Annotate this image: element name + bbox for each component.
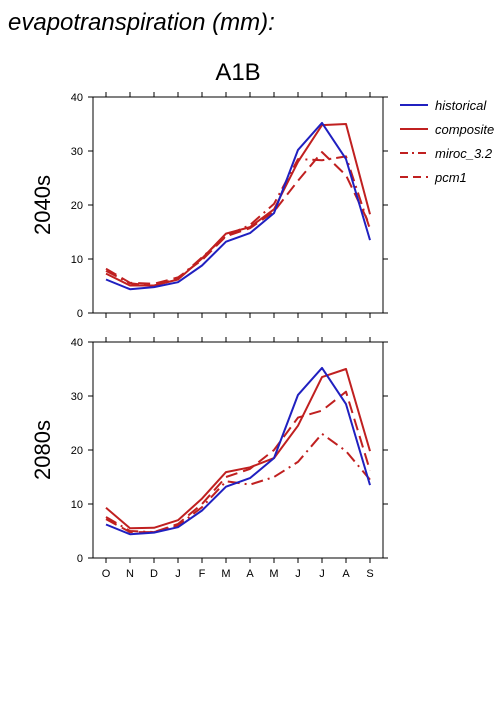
y-tick-label: 10 bbox=[71, 254, 83, 266]
x-tick-label: M bbox=[221, 568, 230, 580]
legend-label: miroc_3.2 bbox=[435, 146, 493, 161]
series-line-pcm1 bbox=[105, 390, 371, 534]
legend-item: composite bbox=[400, 122, 494, 137]
panel-label: 2080s bbox=[30, 420, 55, 480]
y-tick-label: 40 bbox=[71, 337, 83, 349]
figure-title: evapotranspiration (mm): bbox=[8, 9, 275, 36]
y-tick-label: 30 bbox=[71, 146, 83, 158]
legend: historical composite miroc_3.2 pcm1 bbox=[400, 98, 494, 185]
plot-frame bbox=[92, 341, 384, 559]
x-tick-label: M bbox=[269, 568, 278, 580]
series-line-historical bbox=[105, 366, 371, 536]
legend-item: pcm1 bbox=[400, 170, 467, 185]
x-tick-label: F bbox=[199, 568, 206, 580]
y-tick-label: 30 bbox=[71, 391, 83, 403]
x-tick-label: N bbox=[126, 568, 134, 580]
x-tick-label: S bbox=[366, 568, 373, 580]
y-tick-label: 10 bbox=[71, 499, 83, 511]
series-line-pcm1 bbox=[105, 151, 371, 285]
y-tick-label: 0 bbox=[77, 553, 83, 565]
legend-label: pcm1 bbox=[434, 170, 467, 185]
plot-frame bbox=[92, 96, 384, 314]
y-tick-label: 20 bbox=[71, 200, 83, 212]
legend-item: historical bbox=[400, 98, 487, 113]
series-line-miroc-3-2 bbox=[105, 155, 371, 287]
panel-2040s: 0 10 20 30 40 2040s bbox=[30, 92, 388, 320]
x-tick-label: A bbox=[342, 568, 350, 580]
series-line-composite bbox=[105, 123, 371, 287]
panels: 0 10 20 30 40 2040s 0 10 20 30 40 O N D J F M A M J J A S 2080s bbox=[30, 92, 388, 580]
series-line-historical bbox=[105, 121, 371, 291]
x-tick-label: A bbox=[246, 568, 254, 580]
x-tick-label: J bbox=[175, 568, 181, 580]
legend-item: miroc_3.2 bbox=[400, 146, 493, 161]
y-tick-label: 20 bbox=[71, 445, 83, 457]
x-tick-label: J bbox=[295, 568, 301, 580]
legend-label: composite bbox=[435, 122, 494, 137]
y-tick-label: 0 bbox=[77, 308, 83, 320]
x-tick-label: D bbox=[150, 568, 158, 580]
x-tick-label: J bbox=[319, 568, 325, 580]
panel-label: 2040s bbox=[30, 175, 55, 235]
y-tick-label: 40 bbox=[71, 92, 83, 104]
x-tick-label: O bbox=[102, 568, 111, 580]
legend-label: historical bbox=[435, 98, 487, 113]
series-line-composite bbox=[105, 368, 371, 530]
panel-2080s: 0 10 20 30 40 O N D J F M A M J J A S 2080s bbox=[30, 337, 388, 580]
scenario-label: A1B bbox=[215, 59, 260, 86]
